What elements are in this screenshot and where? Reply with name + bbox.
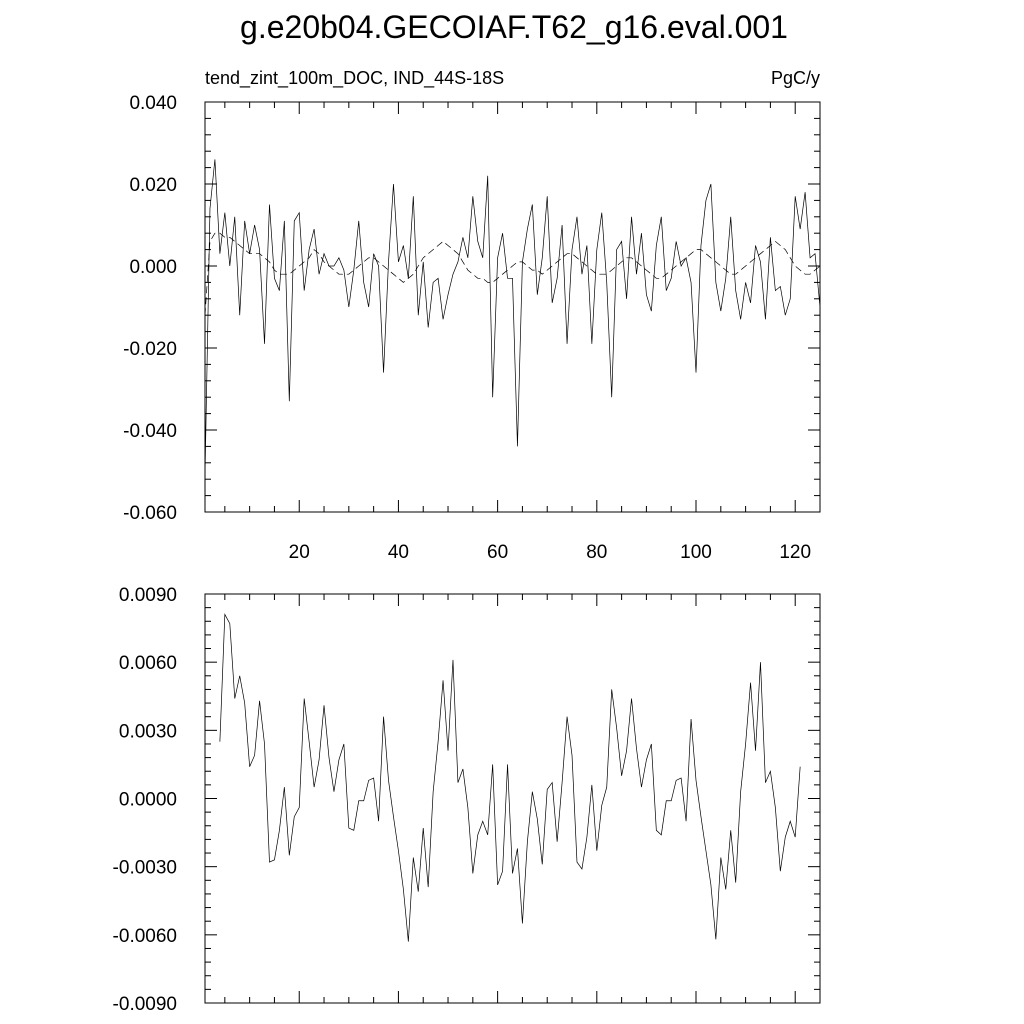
x-tick-label: 100: [680, 542, 712, 563]
y-tick-label: -0.020: [123, 339, 177, 360]
y-tick-label: 0.000: [129, 257, 177, 278]
top-panel: -0.060 -0.040 -0.020 0.000 0.020 0.040 20 40 60 8…: [123, 93, 821, 563]
y-tick-label: 0.0090: [119, 585, 177, 606]
y-tick-label: -0.0030: [113, 858, 177, 879]
bottom-panel: -0.0090 -0.0060 -0.0030 0.0000 0.0030 0.0060 0…: [113, 585, 821, 1015]
y-tick-label: -0.0090: [113, 994, 177, 1015]
solid-series-line: [219, 613, 801, 942]
y-tick-label: 0.0060: [119, 653, 177, 674]
y-tick-label: 0.040: [129, 93, 177, 114]
x-tick-label: 80: [586, 542, 607, 563]
plot-frame: [204, 101, 821, 513]
y-tick-label: -0.0060: [113, 926, 177, 947]
x-tick-label: 60: [487, 542, 508, 563]
y-tick-label: 0.020: [129, 175, 177, 196]
x-tick-label: 120: [779, 542, 811, 563]
variable-label: tend_zint_100m_DOC, IND_44S-18S: [205, 68, 504, 89]
y-tick-label: -0.060: [123, 503, 177, 524]
units-label: PgC/y: [771, 68, 820, 88]
chart-title: g.e20b04.GECOIAF.T62_g16.eval.001: [240, 9, 788, 45]
y-tick-label: -0.040: [123, 421, 177, 442]
solid-series-line: [204, 159, 821, 476]
y-tick-label: 0.0000: [119, 790, 177, 811]
y-tick-label: 0.0030: [119, 721, 177, 742]
dashed-series-line: [204, 232, 821, 316]
x-tick-label: 20: [289, 542, 310, 563]
x-tick-label: 40: [388, 542, 409, 563]
plot-frame: [204, 593, 821, 1004]
